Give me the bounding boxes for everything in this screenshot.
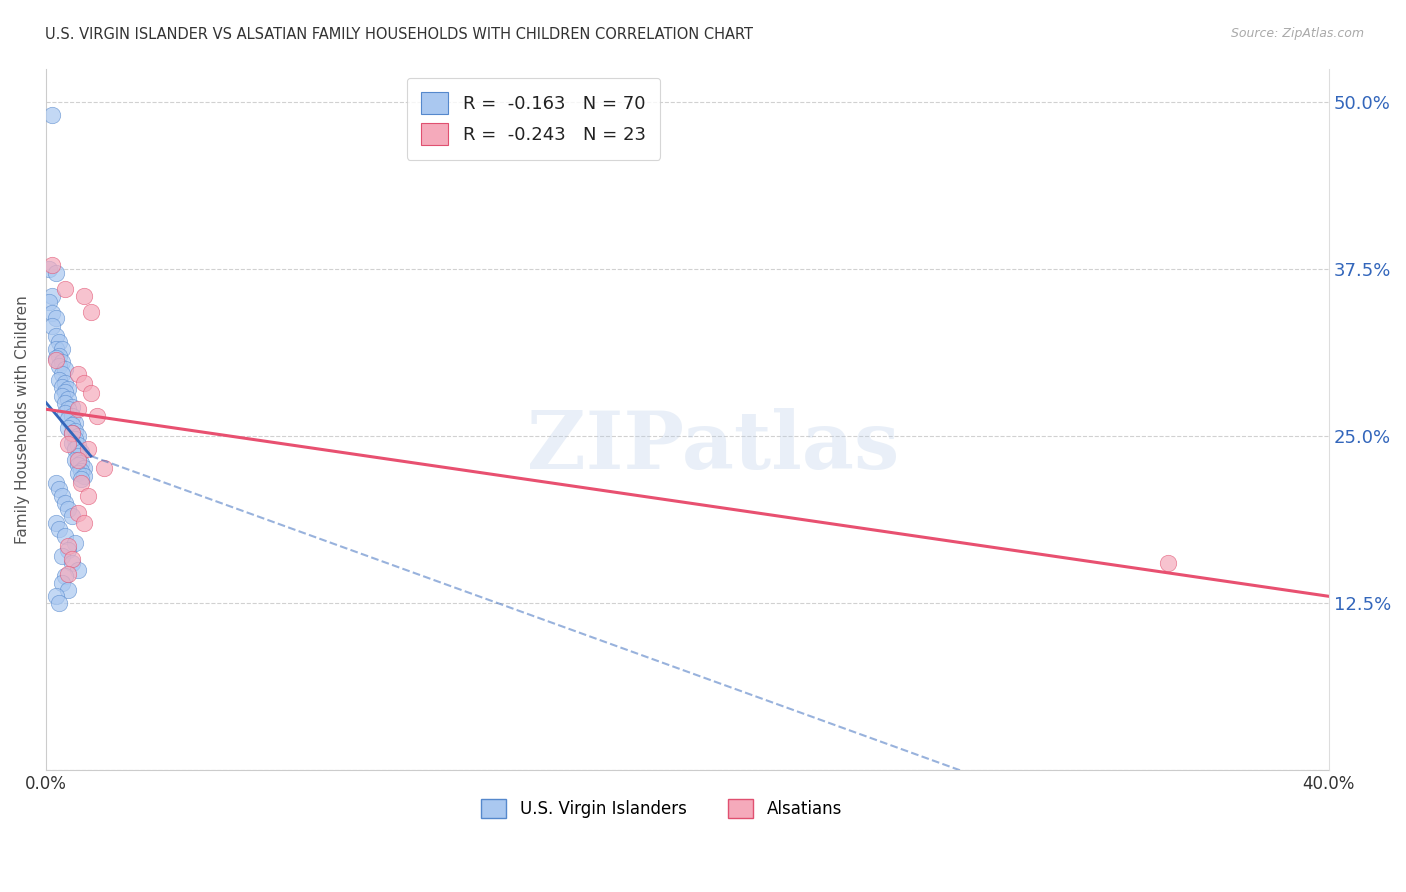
Point [63,536,86,550]
Text: U.S. VIRGIN ISLANDER VS ALSATIAN FAMILY HOUSEHOLDS WITH CHILDREN CORRELATION CHA: U.S. VIRGIN ISLANDER VS ALSATIAN FAMILY … [45,27,754,42]
Legend: U.S. Virgin Islanders, Alsatians: U.S. Virgin Islanders, Alsatians [475,792,849,825]
Point [53,406,76,420]
Point [51,389,73,403]
Point [63,424,86,438]
Point [41,319,63,334]
Point [58,411,80,425]
Text: ZIPatlas: ZIPatlas [527,409,900,486]
Point [48,373,70,387]
Point [58,402,80,417]
Point [67,368,90,382]
Point [45,342,67,356]
Point [48,596,70,610]
Point [58,566,80,581]
Point [67,449,90,463]
Point [48,335,70,350]
Point [73,469,96,483]
Point [48,523,70,537]
Point [73,376,96,390]
Point [45,516,67,530]
Point [51,576,73,591]
Point [60,426,83,441]
Point [80,304,103,318]
Point [93,461,115,475]
Point [41,306,63,320]
Point [51,549,73,564]
Point [67,467,90,481]
Point [53,362,76,376]
Point [53,282,76,296]
Point [45,352,67,367]
Point [58,421,80,435]
Point [76,489,98,503]
Point [70,445,93,459]
Point [70,472,93,486]
Point [53,384,76,399]
Point [60,426,83,441]
Point [38,295,60,310]
Point [51,489,73,503]
Y-axis label: Family Households with Children: Family Households with Children [15,295,30,543]
Point [58,437,80,451]
Point [58,539,80,553]
Point [67,429,90,443]
Point [60,400,83,414]
Point [58,502,80,516]
Point [45,266,67,280]
Point [63,453,86,467]
Point [73,288,96,302]
Point [80,386,103,401]
Point [67,563,90,577]
Text: Source: ZipAtlas.com: Source: ZipAtlas.com [1230,27,1364,40]
Point [58,542,80,557]
Point [45,351,67,366]
Point [45,311,67,326]
Point [53,569,76,583]
Point [70,456,93,470]
Point [60,435,83,450]
Point [51,379,73,393]
Point [53,395,76,409]
Point [45,589,67,603]
Point [51,368,73,382]
Point [48,483,70,497]
Point [51,342,73,356]
Point [76,442,98,457]
Point [63,416,86,430]
Point [70,464,93,478]
Point [60,552,83,566]
Point [73,516,96,530]
Point [63,442,86,457]
Point [67,438,90,452]
Point [48,359,70,374]
Point [73,461,96,475]
Point [53,529,76,543]
Point [67,453,90,467]
Point [60,556,83,570]
Point [1157,556,1180,570]
Point [45,328,67,343]
Point [86,409,108,423]
Point [60,409,83,423]
Point [58,382,80,396]
Point [41,258,63,272]
Point [41,108,63,122]
Point [63,432,86,446]
Point [67,402,90,417]
Point [60,509,83,524]
Point [67,458,90,473]
Point [67,507,90,521]
Point [48,349,70,363]
Point [53,496,76,510]
Point [45,475,67,490]
Point [58,392,80,406]
Point [41,288,63,302]
Point [60,418,83,433]
Point [58,582,80,597]
Point [38,262,60,277]
Point [70,475,93,490]
Point [51,355,73,369]
Point [53,376,76,390]
